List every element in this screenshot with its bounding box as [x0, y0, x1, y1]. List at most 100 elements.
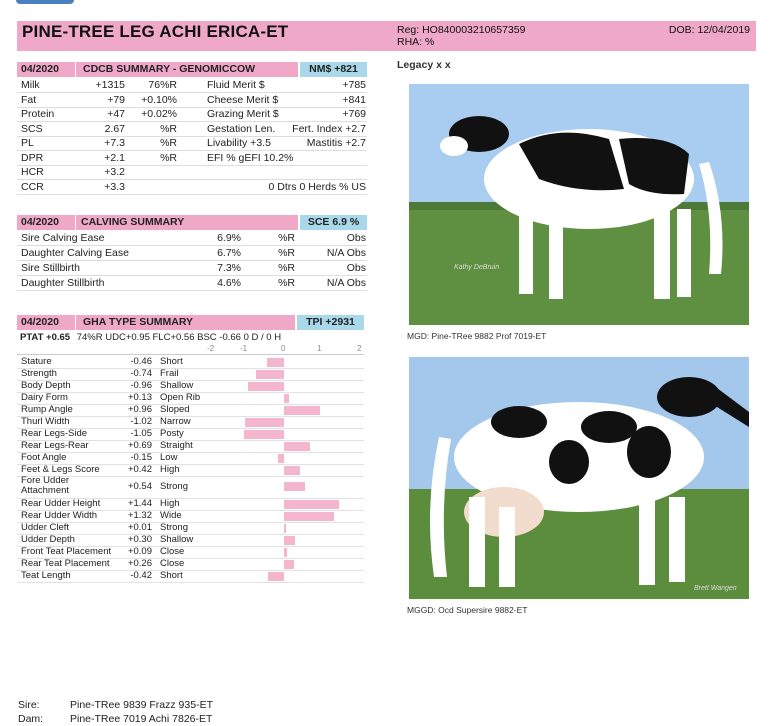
- rha: RHA: %: [397, 36, 435, 48]
- calving-obs: N/A Obs: [326, 277, 366, 289]
- calving-date: 04/2020: [21, 216, 59, 228]
- calving-obs: Obs: [346, 262, 366, 274]
- calving-value: 7.3%: [217, 262, 241, 274]
- trait-row: Body Depth -0.96 Shallow: [17, 380, 364, 393]
- sire-name[interactable]: Pine-TRee 9839 Frazz 935-ET: [70, 699, 213, 711]
- trait-row: Dairy Form +0.13 Open Rib: [17, 392, 364, 405]
- photo-watermark: Brett Wangen: [694, 585, 737, 592]
- trait-bar: [284, 394, 289, 403]
- mggd-photo: Brett Wangen: [409, 357, 749, 599]
- trait-bar: [266, 358, 284, 367]
- ptat-value: PTAT +0.65: [20, 332, 71, 343]
- nm-dollar-badge: NM$ +821: [300, 62, 367, 77]
- trait-name: Udder Cleft: [21, 522, 70, 533]
- trait-label: Fat: [21, 93, 37, 106]
- mgd-caption: MGD: Pine-TRee 9882 Prof 7019-ET: [407, 331, 547, 341]
- trait-label: CCR: [21, 180, 44, 193]
- trait-bar: [284, 500, 339, 509]
- trait-value: +1315: [95, 79, 126, 91]
- trait-name: Teat Length: [21, 570, 71, 581]
- index-value: +841: [342, 93, 366, 106]
- trait-descriptor: High: [160, 464, 180, 475]
- scale-tick: -1: [240, 344, 248, 353]
- trait-name: Feet & Legs Score: [21, 464, 100, 475]
- divider: [75, 315, 76, 330]
- trait-row: Teat Length -0.42 Short: [17, 570, 364, 583]
- calving-title: CALVING SUMMARY: [81, 216, 185, 228]
- trait-descriptor: Strong: [160, 522, 188, 533]
- ptat-details: 74%R UDC+0.95 FLC+0.56 BSC -0.66 0 D / 0…: [76, 332, 282, 343]
- trait-value: +0.26: [127, 558, 152, 569]
- index-label: Livability +3.5: [207, 137, 271, 149]
- cow-illustration-2: [409, 357, 749, 599]
- trait-row: Strength -0.74 Frail: [17, 368, 364, 381]
- trait-value: -0.42: [130, 570, 152, 581]
- trait-name: Rump Angle: [21, 404, 73, 415]
- trait-row: Stature -0.46 Short: [17, 356, 364, 369]
- cow-illustration-1: [409, 84, 749, 325]
- calving-value: 6.9%: [217, 232, 241, 244]
- trait-bar: [284, 466, 300, 475]
- sire-label: Sire:: [18, 699, 40, 711]
- trait-label: SCS: [21, 122, 43, 135]
- trait-reliability: +0.10%: [141, 93, 177, 106]
- trait-value: -0.46: [130, 356, 152, 367]
- calving-value: 4.6%: [217, 277, 241, 289]
- trait-name: Udder Depth: [21, 534, 75, 545]
- trait-value: +3.3: [104, 180, 125, 193]
- scale-tick: 2: [357, 344, 362, 353]
- trait-bar: [255, 370, 284, 379]
- trait-value: -1.05: [130, 428, 152, 439]
- trait-value: +0.54: [127, 481, 152, 492]
- trait-value: +0.30: [127, 534, 152, 545]
- trait-bar: [284, 560, 294, 569]
- trait-scale: -2 -1 0 1 2: [17, 344, 364, 355]
- cdcb-row: Milk +1315 76%R Fluid Merit $ +785: [17, 78, 367, 93]
- cdcb-row: PL +7.3 %R Livability +3.5 Mastitis +2.7: [17, 136, 367, 151]
- registration-number: Reg: HO840003210657359: [397, 24, 526, 36]
- calving-label: Daughter Calving Ease: [21, 247, 129, 259]
- trait-descriptor: Close: [160, 558, 185, 569]
- calving-summary-header: 04/2020 CALVING SUMMARY: [17, 215, 298, 230]
- trait-value: -0.15: [130, 452, 152, 463]
- calving-reliability: %R: [278, 262, 295, 274]
- trait-value: -0.96: [130, 380, 152, 391]
- trait-name: Rear Udder Width: [21, 510, 98, 521]
- calving-reliability: %R: [278, 277, 295, 289]
- index-label: Gestation Len.: [207, 122, 276, 135]
- dam-name[interactable]: Pine-TRee 7019 Achi 7826-ET: [70, 713, 213, 725]
- trait-value: -1.02: [130, 416, 152, 427]
- trait-name: Stature: [21, 356, 52, 367]
- trait-row: Rear Legs-Rear +0.69 Straight: [17, 440, 364, 453]
- cdcb-row: CCR +3.3 0 Dtrs 0 Herds % US: [17, 180, 367, 195]
- calving-row: Sire Stillbirth 7.3% %R Obs: [17, 261, 367, 276]
- trait-descriptor: Open Rib: [160, 392, 201, 403]
- calving-obs: Obs: [346, 232, 366, 244]
- trait-value: 2.67: [104, 122, 125, 135]
- trait-row: Rear Udder Width +1.32 Wide: [17, 510, 364, 523]
- trait-reliability: %R: [160, 151, 177, 164]
- trait-row: Fore Udder Attachment +0.54 Strong: [17, 476, 364, 499]
- trait-name: Rear Legs-Rear: [21, 440, 89, 451]
- trait-value: +3.2: [104, 166, 125, 178]
- trait-descriptor: High: [160, 498, 180, 509]
- trait-descriptor: Wide: [160, 510, 182, 521]
- index-value: Fert. Index +2.7: [292, 122, 366, 135]
- trait-descriptor: Low: [160, 452, 178, 463]
- calving-row: Sire Calving Ease 6.9% %R Obs: [17, 231, 367, 246]
- trait-reliability: +0.02%: [141, 108, 177, 120]
- scale-tick: -2: [207, 344, 215, 353]
- trait-bar: [245, 418, 284, 427]
- top-nav-button[interactable]: [16, 0, 74, 4]
- index-label: Fluid Merit $: [207, 79, 265, 91]
- cdcb-row: SCS 2.67 %R Gestation Len. Fert. Index +2.7: [17, 122, 367, 137]
- trait-descriptor: Narrow: [160, 416, 191, 427]
- trait-row: Thurl Width -1.02 Narrow: [17, 416, 364, 429]
- trait-name: Foot Angle: [21, 452, 67, 463]
- calving-label: Daughter Stillbirth: [21, 277, 105, 289]
- trait-name: Dairy Form: [21, 392, 68, 403]
- trait-row: Udder Cleft +0.01 Strong: [17, 522, 364, 535]
- cdcb-row: Protein +47 +0.02% Grazing Merit $ +769: [17, 107, 367, 122]
- mgd-photo: Kathy DeBruin: [409, 84, 749, 325]
- trait-row: Feet & Legs Score +0.42 High: [17, 464, 364, 477]
